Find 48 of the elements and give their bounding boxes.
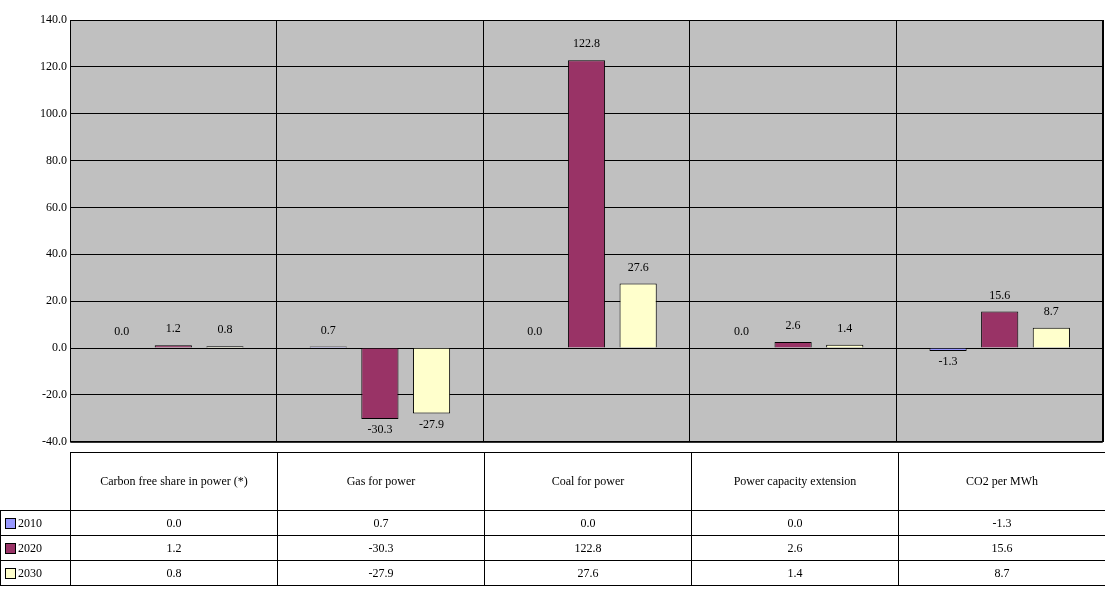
data-label: 122.8 xyxy=(484,535,692,561)
data-label: -1.3 xyxy=(898,510,1105,536)
x-tick-label: Power capacity extension xyxy=(691,452,899,511)
text: 0.0 xyxy=(114,324,130,339)
y-tick-label: 80.0 xyxy=(46,152,67,167)
text: 1.2 xyxy=(165,321,181,336)
text: -30.3 xyxy=(367,422,393,437)
text: 15.6 xyxy=(989,287,1011,302)
text: -27.9 xyxy=(419,416,445,431)
text: 0.0 xyxy=(527,324,543,339)
y-tick-label: 140.0 xyxy=(40,12,67,27)
x-tick-label: CO2 per MWh xyxy=(898,452,1105,511)
text: 1.4 xyxy=(837,320,853,335)
legend-label: 2010 xyxy=(18,515,42,530)
data-label: 0.0 xyxy=(70,510,278,536)
data-label: 27.6 xyxy=(484,560,692,586)
text: 122.8 xyxy=(573,36,600,51)
y-tick-label: 60.0 xyxy=(46,199,67,214)
data-label: 2.6 xyxy=(691,535,899,561)
y-tick-label: -40.0 xyxy=(42,433,67,448)
data-label: 0.7 xyxy=(277,510,485,536)
data-label: 0.0 xyxy=(691,510,899,536)
y-tick-label: 20.0 xyxy=(46,293,67,308)
text: 0.7 xyxy=(320,322,336,337)
data-label: 8.7 xyxy=(898,560,1105,586)
legend-label: 2020 xyxy=(18,540,42,555)
x-tick-label: Gas for power xyxy=(277,452,485,511)
y-tick-label: 100.0 xyxy=(40,105,67,120)
data-label: 15.6 xyxy=(898,535,1105,561)
data-label: 0.0 xyxy=(484,510,692,536)
legend-label: 2030 xyxy=(18,565,42,580)
data-label: -27.9 xyxy=(277,560,485,586)
data-label: 0.8 xyxy=(70,560,278,586)
text: 27.6 xyxy=(627,259,649,274)
text: 0.0 xyxy=(733,324,749,339)
text: -1.3 xyxy=(938,354,958,369)
data-label: 1.4 xyxy=(691,560,899,586)
data-label: 1.2 xyxy=(70,535,278,561)
y-tick-label: 120.0 xyxy=(40,59,67,74)
x-tick-label: Carbon free share in power (*) xyxy=(70,452,278,511)
text: 8.7 xyxy=(1043,303,1059,318)
text: 2.6 xyxy=(785,318,801,333)
x-tick-label: Coal for power xyxy=(484,452,692,511)
y-tick-label: 40.0 xyxy=(46,246,67,261)
y-tick-label: -20.0 xyxy=(42,387,67,402)
text: 0.8 xyxy=(217,322,233,337)
y-tick-label: 0.0 xyxy=(52,340,67,355)
data-label: -30.3 xyxy=(277,535,485,561)
